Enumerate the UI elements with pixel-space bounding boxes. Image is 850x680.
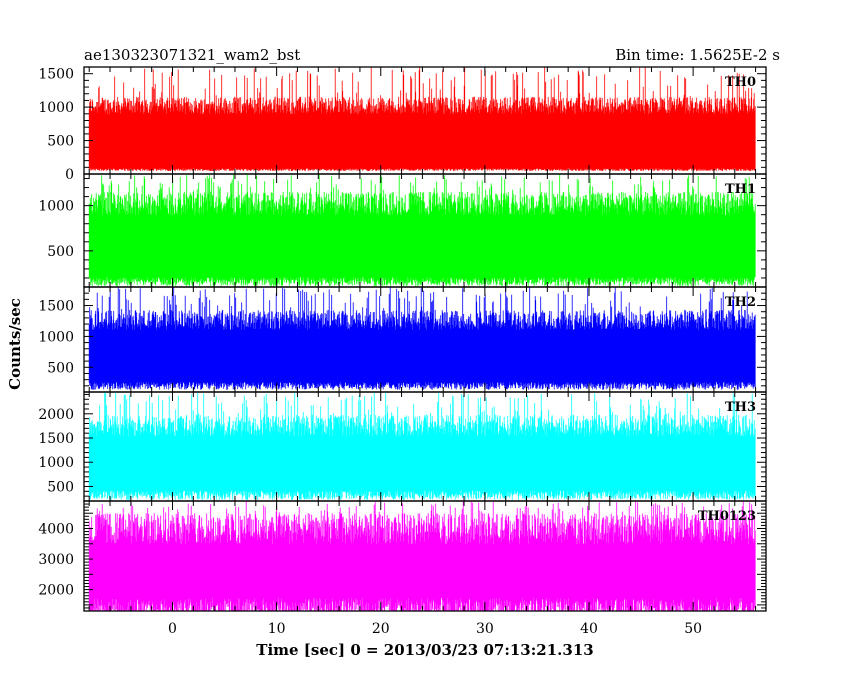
y-tick-label: 500 bbox=[47, 360, 74, 376]
x-axis-label: Time [sec] 0 = 2013/03/23 07:13:21.313 bbox=[256, 641, 593, 659]
y-tick-label: 1000 bbox=[38, 100, 74, 116]
y-tick-label: 1500 bbox=[38, 431, 74, 447]
x-tick-label: 20 bbox=[372, 621, 390, 637]
series-th3-line bbox=[88, 392, 756, 500]
series-label-th0: TH0 bbox=[725, 75, 756, 90]
y-tick-label: 1500 bbox=[38, 299, 74, 315]
y-tick-label: 1000 bbox=[38, 329, 74, 345]
chart-title: ae130323071321_wam2_bst bbox=[84, 46, 300, 64]
x-tick-label: 50 bbox=[684, 621, 702, 637]
series-label-th3: TH3 bbox=[725, 400, 756, 415]
series-th2-line bbox=[88, 287, 756, 390]
y-tick-label: 1500 bbox=[38, 67, 74, 83]
y-tick-label: 4000 bbox=[38, 522, 74, 538]
panel-th0123: 2000 3000 4000 TH0123 bbox=[38, 500, 767, 612]
series-th1-line bbox=[88, 174, 756, 287]
y-tick-label: 500 bbox=[47, 479, 74, 495]
panel-th0: 0 500 1000 1500 TH0 bbox=[38, 66, 767, 183]
bin-time-label: Bin time: 1.5625E-2 s bbox=[615, 46, 780, 64]
series-label-th0123: TH0123 bbox=[698, 509, 756, 524]
y-tick-label: 2000 bbox=[38, 583, 74, 599]
y-tick-label: 3000 bbox=[38, 552, 74, 568]
panel-th3: 500 1000 1500 2000 TH3 bbox=[38, 391, 767, 502]
series-label-th2: TH2 bbox=[725, 295, 756, 310]
x-tick-label: 40 bbox=[580, 621, 598, 637]
panel-th1: 500 1000 TH1 bbox=[38, 173, 767, 288]
series-th0123-line bbox=[88, 501, 756, 611]
y-tick-label: 500 bbox=[47, 134, 74, 150]
y-tick-label: 500 bbox=[47, 244, 74, 260]
y-axis-label: Counts/sec bbox=[6, 298, 24, 390]
series-th0-line bbox=[88, 67, 756, 172]
x-tick-label: 10 bbox=[268, 621, 286, 637]
y-tick-label: 2000 bbox=[38, 407, 74, 423]
y-tick-label: 0 bbox=[65, 167, 74, 183]
y-tick-label: 1000 bbox=[38, 455, 74, 471]
x-tick-label: 30 bbox=[476, 621, 494, 637]
x-tick-label: 0 bbox=[168, 621, 177, 637]
x-tick-labels: 0 10 20 30 40 50 bbox=[168, 621, 702, 637]
series-label-th1: TH1 bbox=[725, 182, 756, 197]
y-tick-label: 1000 bbox=[38, 199, 74, 215]
panel-th2: 500 1000 1500 TH2 bbox=[38, 286, 767, 393]
